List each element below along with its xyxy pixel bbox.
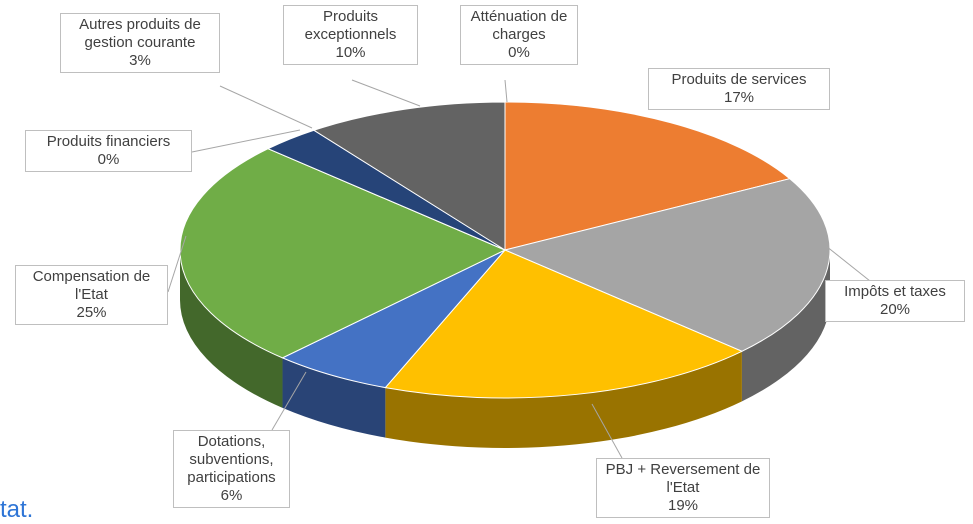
value-label: 0% <box>508 44 530 61</box>
text-fragment: tat. <box>0 496 34 523</box>
data-label: Produits de services 17% <box>648 68 830 110</box>
slice <box>312 101 506 251</box>
category-name: Produits exceptionnels <box>304 8 397 43</box>
category-name: Atténuation de charges <box>470 8 568 43</box>
category-name: Produits financiers <box>46 133 171 150</box>
pie <box>179 101 831 448</box>
data-label: PBJ + Reversement de l'Etat 19% <box>596 458 770 518</box>
value-label: 17% <box>723 89 755 106</box>
data-label: Produits financiers 0% <box>25 130 192 172</box>
slice-side <box>180 250 283 408</box>
data-label: Compensation de l'Etat 25% <box>15 265 168 325</box>
slice <box>384 249 744 399</box>
leader-line <box>591 403 623 459</box>
slice <box>503 178 831 352</box>
data-label: Dotations, subventions, participations 6% <box>173 430 290 508</box>
category-name: Produits de services <box>671 71 807 88</box>
slice <box>504 101 791 251</box>
slice-side <box>385 351 742 448</box>
value-label: 3% <box>129 52 151 69</box>
leader-line <box>191 129 301 153</box>
category-name: Dotations, subventions, participations <box>187 433 276 486</box>
slice-side <box>282 357 386 438</box>
category-name: Impôts et taxes <box>844 283 946 300</box>
leader-line <box>271 371 307 431</box>
leader-line <box>167 235 187 293</box>
value-label: 25% <box>76 304 107 321</box>
leader-line <box>825 245 871 282</box>
category-name: PBJ + Reversement de l'Etat <box>605 461 761 496</box>
value-label: 0% <box>97 151 120 168</box>
data-label: Autres produits de gestion courante 3% <box>60 13 220 73</box>
category-name: Compensation de l'Etat <box>32 268 151 303</box>
leader-lines <box>167 79 871 459</box>
data-label: Atténuation de charges 0% <box>460 5 578 65</box>
value-label: 19% <box>667 497 699 514</box>
value-label: 20% <box>879 301 911 318</box>
value-label: 6% <box>220 487 243 504</box>
category-name: Autres produits de gestion courante <box>79 16 201 51</box>
data-label: Produits exceptionnels 10% <box>283 5 418 65</box>
leader-line <box>504 79 508 103</box>
leader-line <box>351 79 421 107</box>
slice <box>281 249 506 389</box>
value-label: 10% <box>335 44 366 61</box>
leader-line <box>219 85 313 129</box>
data-label: Impôts et taxes 20% <box>825 280 965 322</box>
slice-side <box>741 250 830 402</box>
